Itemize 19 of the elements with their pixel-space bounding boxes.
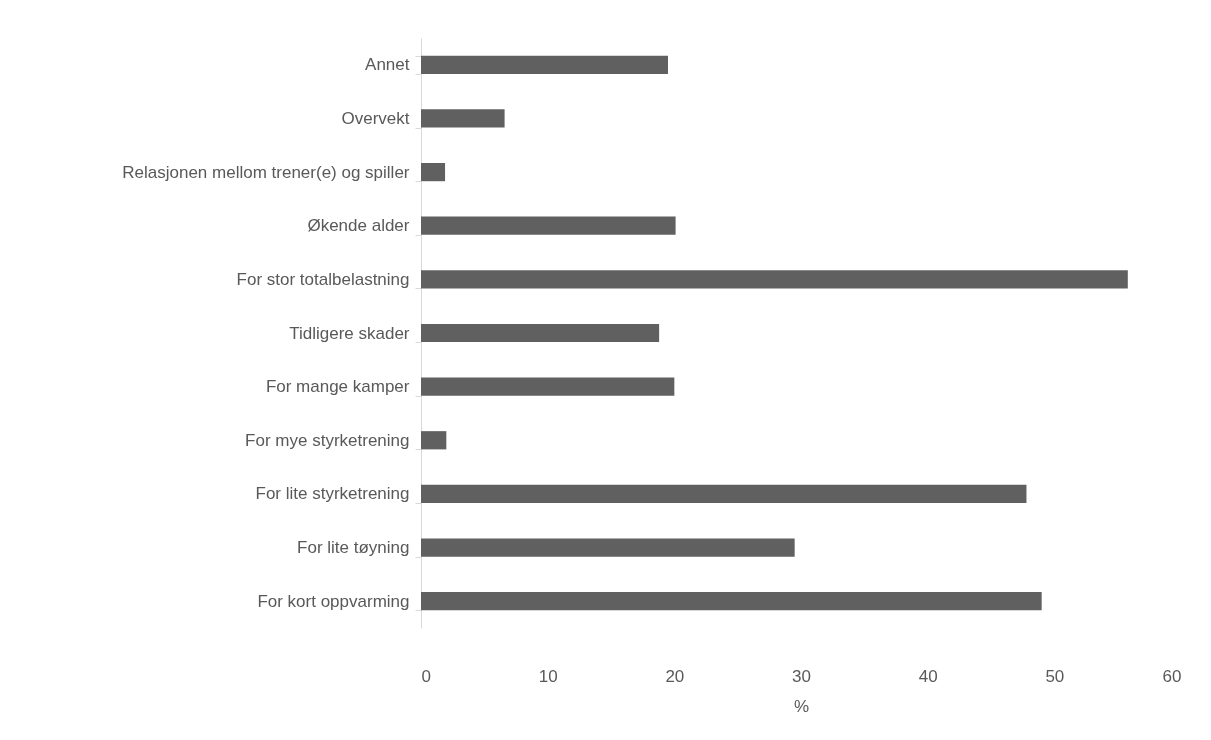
x-tick-label: 10	[538, 666, 558, 686]
y-tick-label: Tidligere skader	[289, 323, 410, 343]
y-tick-label: Relasjonen mellom trener(e) og spiller	[122, 162, 410, 182]
x-tick-label: 0	[421, 666, 431, 686]
y-tick-label: For mange kamper	[265, 377, 410, 397]
y-tick-label: For lite styrketrening	[255, 484, 410, 504]
y-tick-label: For lite tøyning	[297, 538, 410, 558]
x-axis-title: %	[793, 696, 810, 716]
x-tick-label: 40	[918, 666, 938, 686]
x-tick-label: 50	[1045, 666, 1065, 686]
x-tick-label: 20	[665, 666, 685, 686]
y-tick-label: For stor totalbelastning	[236, 269, 410, 289]
y-tick-label: Annet	[365, 55, 410, 75]
y-tick-label: Økende alder	[307, 216, 410, 236]
x-tick-label: 60	[1162, 666, 1182, 686]
y-tick-label: For kort oppvarming	[257, 591, 410, 611]
x-tick-label: 30	[792, 666, 811, 686]
y-tick-label: Overvekt	[341, 108, 410, 128]
y-tick-label: For mye styrketrening	[245, 430, 410, 450]
